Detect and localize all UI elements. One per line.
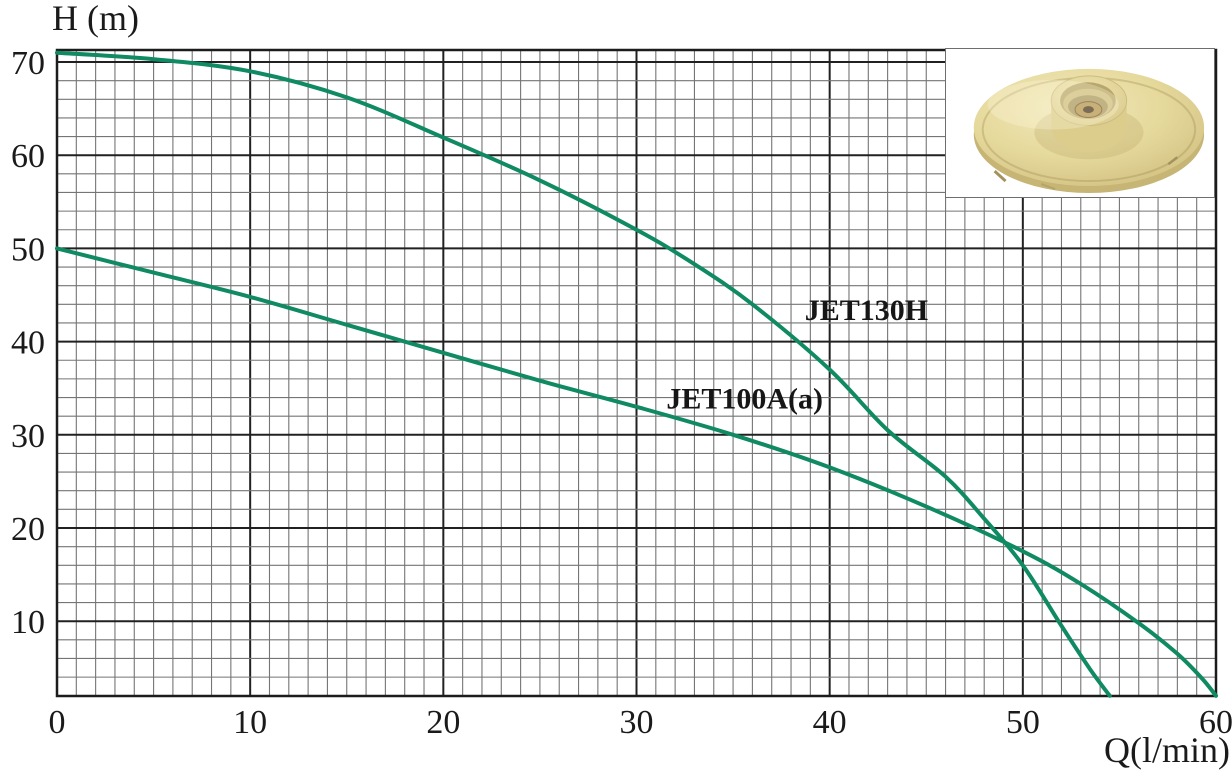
impeller-highlight bbox=[987, 79, 1119, 130]
y-tick-label: 40 bbox=[11, 325, 45, 362]
axis-tick-labels: 0 10 20 30 40 50 60 10 20 30 40 50 60 70 bbox=[11, 45, 1232, 741]
y-tick-label: 60 bbox=[11, 138, 45, 175]
impeller-photo bbox=[973, 68, 1205, 193]
x-tick-label: 60 bbox=[1199, 704, 1232, 741]
curve-jet100a-a bbox=[55, 246, 1218, 698]
impeller-shaft-hole bbox=[1082, 106, 1094, 114]
curve-label-jet130h: JET130H bbox=[805, 294, 928, 327]
impeller-notch bbox=[1167, 156, 1179, 166]
x-tick-label: 10 bbox=[233, 704, 267, 741]
x-axis-title: Q(l/min) bbox=[1104, 730, 1230, 770]
y-axis-title: H (m) bbox=[52, 0, 139, 38]
x-tick-label: 20 bbox=[426, 704, 460, 741]
impeller-photo-inset bbox=[945, 48, 1215, 198]
impeller-notch bbox=[1040, 183, 1056, 190]
x-tick-label: 0 bbox=[49, 704, 66, 741]
curve-label-jet100a: JET100A(a) bbox=[666, 383, 823, 416]
impeller-notch bbox=[993, 170, 1007, 183]
x-tick-label: 40 bbox=[813, 704, 847, 741]
y-tick-label: 10 bbox=[11, 604, 45, 641]
y-tick-label: 70 bbox=[11, 45, 45, 82]
x-tick-label: 30 bbox=[620, 704, 654, 741]
y-tick-label: 50 bbox=[11, 231, 45, 268]
y-tick-label: 30 bbox=[11, 418, 45, 455]
x-tick-label: 50 bbox=[1006, 704, 1040, 741]
plot-frame bbox=[55, 48, 1218, 698]
y-tick-label: 20 bbox=[11, 511, 45, 548]
curve-jet130h bbox=[55, 50, 1112, 698]
curves bbox=[55, 50, 1218, 698]
